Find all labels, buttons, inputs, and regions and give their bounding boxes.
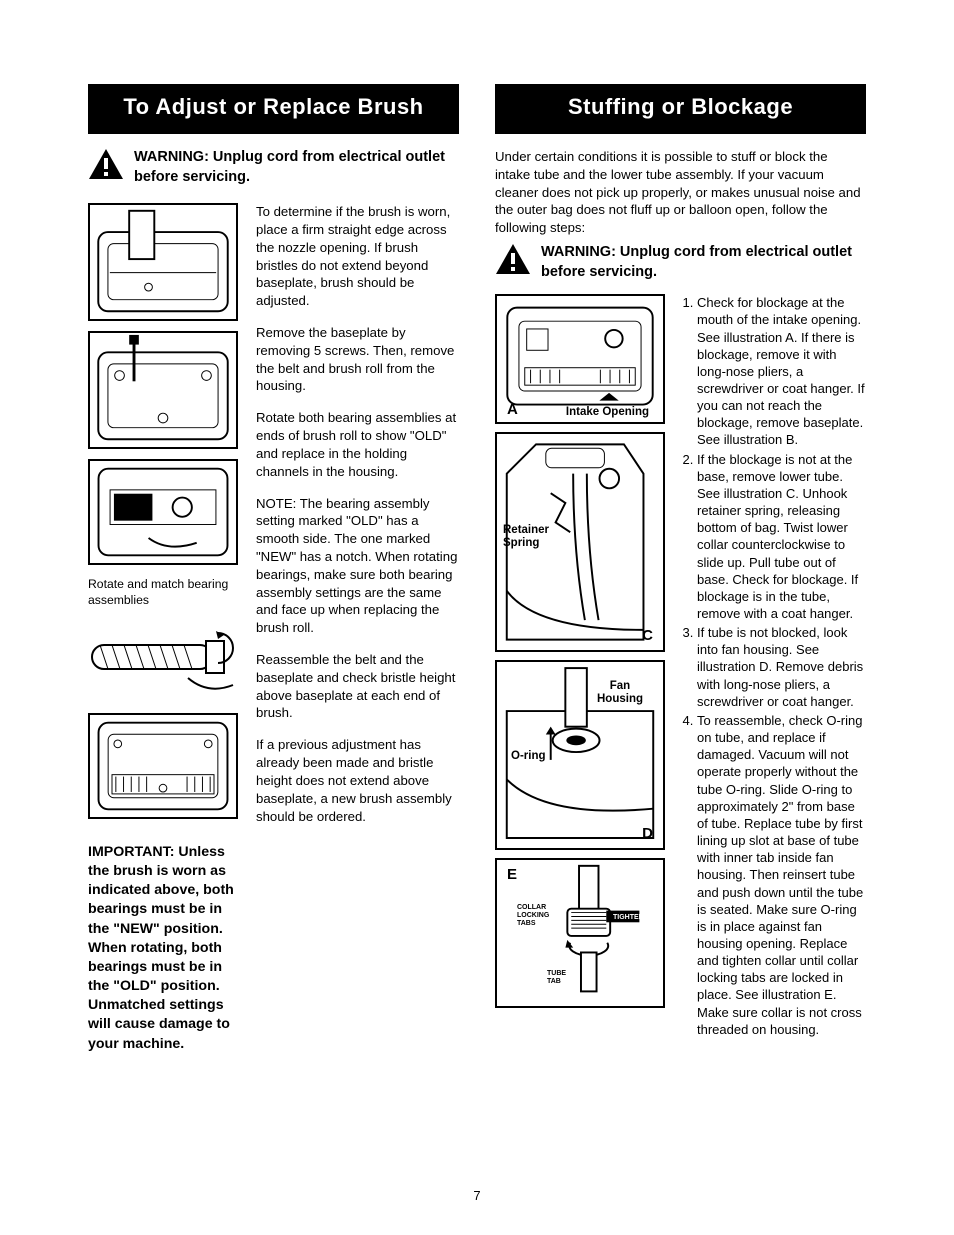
step-4: To reassemble, check O-ring on tube, and… [697,712,866,1038]
bearing-caption: Rotate and match bearing assemblies [88,577,238,609]
important-note: IMPORTANT: Unless the brush is worn as i… [88,843,238,1054]
retainer-spring-label: Retainer Spring [503,524,549,549]
intake-opening-label: Intake Opening [566,406,649,419]
right-column: Stuffing or Blockage Under certain condi… [495,84,866,1054]
brush-figure-1 [88,203,238,321]
brush-figure-2 [88,331,238,449]
brush-figure-5 [88,713,238,819]
right-figure-column: A Intake Opening Retainer Spring [495,294,665,1040]
brush-figure-4 [88,623,238,703]
fig-label-d: D [642,825,653,842]
right-intro: Under certain conditions it is possible … [495,148,866,237]
right-banner: Stuffing or Blockage [495,84,866,134]
warning-icon [88,148,124,185]
fan-housing-label: Fan Housing [597,680,643,705]
left-para-1: To determine if the brush is worn, place… [256,203,459,310]
left-banner: To Adjust or Replace Brush [88,84,459,134]
left-warning-row: WARNING: Unplug cord from electrical out… [88,148,459,187]
left-para-4: NOTE: The bearing assembly setting marke… [256,495,459,638]
tighten-label: TIGHTEN [613,914,644,922]
left-text-column: To determine if the brush is worn, place… [256,203,459,1054]
left-figure-column: Rotate and match bearing assemblies [88,203,238,1054]
blockage-figure-a: A Intake Opening [495,294,665,424]
step-2: If the blockage is not at the base, remo… [697,451,866,623]
fig-label-e: E [507,866,517,883]
steps-list: Check for blockage at the mouth of the i… [679,294,866,1038]
fig-label-a: A [507,401,518,418]
step-1: Check for blockage at the mouth of the i… [697,294,866,448]
oring-label: O-ring [511,750,546,763]
left-para-6: If a previous adjustment has already bee… [256,736,459,825]
left-warning-text: WARNING: Unplug cord from electrical out… [134,148,459,187]
collar-tabs-label: COLLAR LOCKING TABS [517,904,549,927]
left-para-2: Remove the baseplate by removing 5 screw… [256,324,459,395]
blockage-figure-d: Fan Housing O-ring D [495,660,665,850]
tube-tab-label: TUBE TAB [547,970,566,985]
blockage-figure-e: E COLLAR LOCKING TABS TIGHTEN TUBE TAB [495,858,665,1008]
brush-figure-3 [88,459,238,565]
fig-label-c: C [642,627,653,644]
left-para-5: Reassemble the belt and the baseplate an… [256,651,459,722]
right-warning-text: WARNING: Unplug cord from electrical out… [541,243,866,282]
step-3: If tube is not blocked, look into fan ho… [697,624,866,710]
blockage-figure-c: Retainer Spring C [495,432,665,652]
page-number: 7 [0,1188,954,1203]
warning-icon [495,243,531,280]
right-text-column: Check for blockage at the mouth of the i… [679,294,866,1040]
right-warning-row: WARNING: Unplug cord from electrical out… [495,243,866,282]
left-para-3: Rotate both bearing assemblies at ends o… [256,409,459,480]
left-column: To Adjust or Replace Brush WARNING: Unpl… [88,84,459,1054]
